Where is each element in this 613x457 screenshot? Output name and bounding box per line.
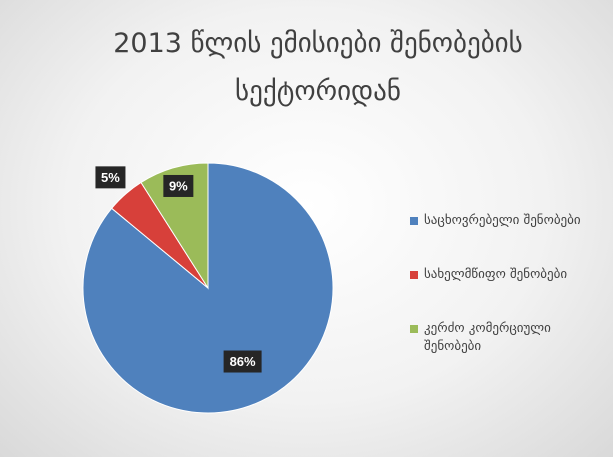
legend-item: კერძო კომერციული შენობები bbox=[410, 320, 610, 356]
legend: საცხოვრებელი შენობები სახელმწიფო შენობები… bbox=[410, 212, 610, 392]
data-label-box bbox=[163, 174, 194, 197]
data-label-box bbox=[223, 350, 262, 373]
legend-label: სახელმწიფო შენობები bbox=[424, 267, 568, 282]
data-label: 9% bbox=[169, 178, 188, 193]
legend-swatch bbox=[410, 271, 418, 279]
data-label-box bbox=[95, 166, 126, 189]
data-label: 5% bbox=[101, 170, 120, 185]
legend-item: სახელმწიფო შენობები bbox=[410, 266, 610, 284]
legend-swatch bbox=[410, 325, 418, 333]
chart-title: 2013 წლის ემისიები შენობების bbox=[113, 28, 523, 59]
legend-swatch bbox=[410, 217, 418, 225]
legend-label: კერძო კომერციული შენობები bbox=[424, 321, 551, 354]
legend-label: საცხოვრებელი შენობები bbox=[424, 213, 581, 228]
chart-title: სექტორიდან bbox=[235, 76, 401, 107]
data-label: 86% bbox=[230, 354, 256, 369]
legend-item: საცხოვრებელი შენობები bbox=[410, 212, 610, 230]
